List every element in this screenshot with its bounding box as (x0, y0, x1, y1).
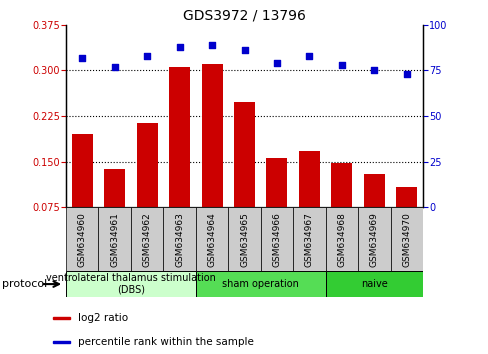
Bar (169, 67, 190, 207)
Text: ventrolateral thalamus stimulation
(DBS): ventrolateral thalamus stimulation (DBS) (46, 273, 215, 295)
Bar (98, 207, 131, 271)
Point (78, 55, 86, 61)
Bar (66, 207, 98, 271)
Bar (390, 207, 422, 271)
Text: percentile rank within the sample: percentile rank within the sample (78, 337, 253, 347)
Bar (53, 317, 70, 319)
Bar (195, 271, 325, 297)
Bar (395, 187, 416, 207)
Bar (136, 123, 157, 207)
Text: GSM634967: GSM634967 (305, 212, 313, 267)
Point (272, 60, 280, 66)
Text: GSM634968: GSM634968 (337, 212, 346, 267)
Bar (293, 207, 325, 271)
Text: sham operation: sham operation (222, 279, 299, 289)
Point (111, 64, 119, 69)
Point (208, 42, 216, 48)
Bar (325, 271, 422, 297)
Text: GSM634965: GSM634965 (240, 212, 248, 267)
Point (240, 47, 248, 53)
Text: GSM634963: GSM634963 (175, 212, 183, 267)
Text: GSM634964: GSM634964 (207, 212, 216, 267)
Point (402, 71, 410, 77)
Bar (53, 341, 70, 343)
Point (369, 68, 377, 73)
Bar (72, 134, 93, 207)
Point (175, 44, 183, 50)
Bar (163, 207, 195, 271)
Point (337, 62, 345, 68)
Bar (228, 207, 260, 271)
Text: protocol: protocol (2, 279, 48, 289)
Text: log2 ratio: log2 ratio (78, 313, 128, 323)
Point (143, 53, 151, 59)
Bar (104, 170, 125, 207)
Text: GSM634969: GSM634969 (369, 212, 378, 267)
Bar (131, 207, 163, 271)
Bar (325, 207, 357, 271)
Bar (66, 271, 195, 297)
Text: GSM634966: GSM634966 (272, 212, 281, 267)
Text: GSM634962: GSM634962 (142, 212, 151, 267)
Bar (266, 159, 287, 207)
Text: GSM634960: GSM634960 (78, 212, 86, 267)
Text: GDS3972 / 13796: GDS3972 / 13796 (183, 9, 305, 23)
Text: GSM634961: GSM634961 (110, 212, 119, 267)
Bar (363, 174, 384, 207)
Text: GSM634970: GSM634970 (402, 212, 410, 267)
Bar (195, 207, 228, 271)
Text: naive: naive (360, 279, 387, 289)
Point (305, 53, 313, 59)
Bar (233, 102, 255, 207)
Bar (201, 64, 222, 207)
Bar (298, 150, 319, 207)
Bar (260, 207, 293, 271)
Bar (331, 163, 352, 207)
Bar (357, 207, 390, 271)
